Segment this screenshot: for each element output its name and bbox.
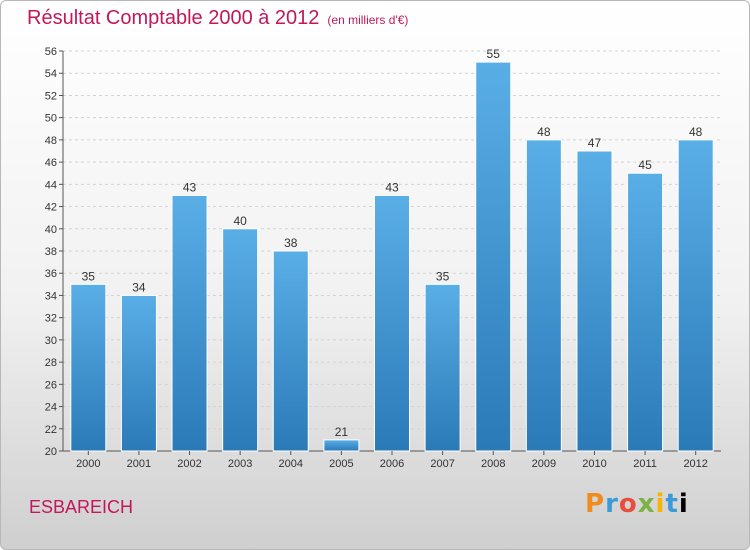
bar-2008 (475, 61, 512, 452)
bar-value-label: 34 (132, 280, 146, 294)
bar-2006 (374, 194, 410, 452)
chart-title: Résultat Comptable 2000 à 2012 (en millie… (27, 7, 408, 30)
bar-value-label: 38 (284, 236, 298, 250)
y-tick-label: 44 (45, 179, 57, 191)
y-tick-label: 30 (45, 335, 57, 347)
y-tick-label: 48 (45, 135, 57, 147)
x-tick-label: 2000 (76, 458, 100, 470)
bar-2000 (70, 283, 107, 452)
x-tick-label: 2012 (683, 458, 707, 470)
x-tick-label: 2009 (532, 458, 556, 470)
x-tick-label: 2008 (481, 458, 505, 470)
bar-value-label: 48 (537, 125, 551, 139)
bar-value-label: 43 (183, 180, 197, 194)
y-tick-label: 42 (45, 202, 57, 214)
bar-value-label: 47 (588, 136, 602, 150)
x-tick-label: 2004 (279, 458, 303, 470)
bar-value-label: 55 (487, 47, 501, 61)
bar-2011 (627, 172, 664, 452)
y-tick-label: 56 (45, 46, 57, 58)
y-tick-label: 36 (45, 268, 57, 280)
proxiti-logo: Proxiti (585, 489, 689, 519)
y-tick-label: 22 (45, 424, 57, 436)
y-tick-label: 34 (45, 290, 57, 302)
bar-value-label: 48 (689, 125, 703, 139)
bar-2012 (677, 139, 714, 452)
y-tick-label: 28 (45, 357, 57, 369)
chart-subtitle: (en milliers d'€) (327, 13, 409, 27)
bar-2010 (576, 150, 613, 452)
x-tick-label: 2005 (329, 458, 353, 470)
bar-value-label: 40 (233, 214, 247, 228)
bar-2003 (222, 228, 259, 452)
bar-value-label: 45 (638, 158, 652, 172)
bar-value-label: 35 (82, 269, 96, 283)
y-tick-label: 50 (45, 113, 57, 125)
y-tick-label: 54 (45, 68, 57, 80)
bar-value-label: 43 (385, 180, 399, 194)
bar-value-label: 21 (335, 425, 349, 439)
y-tick-label: 26 (45, 379, 57, 391)
bars: 35 34 43 40 38 21 43 35 55 48 47 45 48 (70, 47, 714, 452)
bar-2005 (323, 439, 360, 452)
x-tick-label: 2006 (380, 458, 404, 470)
x-axis-ticks: 2000 2001 2002 2003 2004 2005 2006 2007 2008 2009… (76, 451, 708, 470)
bar-2002 (171, 194, 208, 452)
place-name: ESBAREICH (29, 497, 134, 517)
y-axis-ticks: 20 22 24 26 28 30 32 34 36 38 40 42 44 46 48 50 52 54 56 (45, 46, 63, 458)
bar-2009 (525, 139, 562, 452)
x-tick-label: 2003 (228, 458, 252, 470)
x-tick-label: 2007 (430, 458, 454, 470)
x-tick-label: 2010 (582, 458, 606, 470)
x-tick-label: 2011 (633, 458, 657, 470)
y-tick-label: 24 (45, 402, 57, 414)
chart-title-text: Résultat Comptable 2000 à 2012 (27, 7, 320, 29)
x-tick-label: 2002 (177, 458, 201, 470)
x-tick-label: 2001 (127, 458, 151, 470)
bar-2004 (272, 250, 309, 452)
bar-value-label: 35 (436, 269, 450, 283)
y-tick-label: 38 (45, 246, 57, 258)
y-tick-label: 20 (45, 446, 57, 458)
y-tick-label: 32 (45, 313, 57, 325)
y-tick-label: 40 (45, 224, 57, 236)
y-tick-label: 52 (45, 90, 57, 102)
bar-2001 (120, 294, 157, 452)
y-tick-label: 46 (45, 157, 57, 169)
bar-2007 (424, 283, 461, 452)
